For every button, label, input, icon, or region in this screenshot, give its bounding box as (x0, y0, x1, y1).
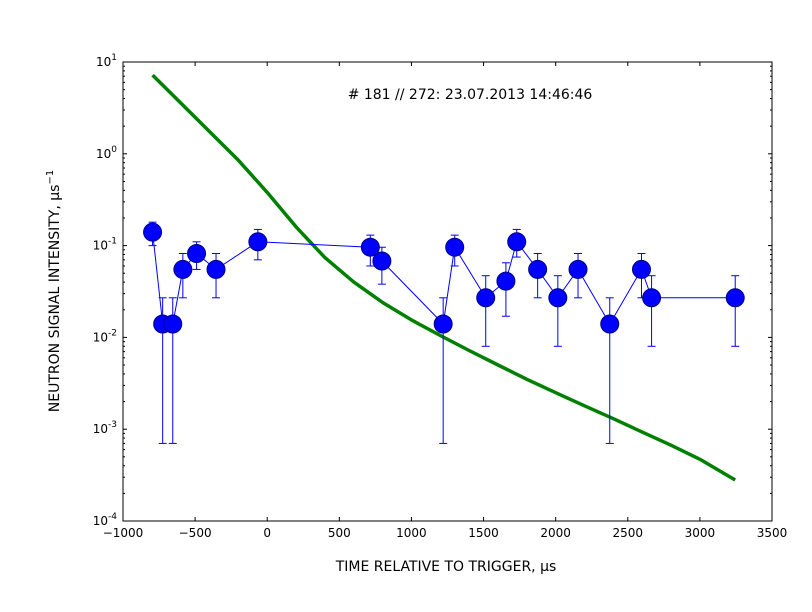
x-axis-title: TIME RELATIVE TO TRIGGER, μs (335, 559, 557, 575)
x-axis-ticks: −1000 −500 0 500 1000 1500 2000 2500 3000 3500 (103, 62, 788, 540)
x-tick-label: 1500 (468, 526, 499, 540)
data-point (568, 259, 588, 279)
data-point (163, 314, 183, 334)
data-point (548, 288, 568, 308)
y-axis-title-exponent: −1 (45, 170, 56, 185)
data-point (507, 232, 527, 252)
y-tick-exponent: -1 (108, 237, 117, 247)
y-tick-exponent: -2 (108, 328, 117, 338)
y-tick-mantissa: 10 (96, 147, 111, 161)
data-point (372, 251, 392, 271)
y-tick-label: 100 (96, 145, 117, 161)
data-point (187, 244, 207, 264)
x-tick-label: 2000 (540, 526, 571, 540)
y-tick-label: 10-3 (93, 420, 117, 436)
y-tick-mantissa: 10 (93, 514, 108, 528)
measurement-series-layer (143, 221, 745, 444)
data-point (476, 288, 496, 308)
x-tick-label: 0 (263, 526, 271, 540)
y-tick-exponent: -4 (108, 512, 117, 522)
x-tick-label: 3000 (685, 526, 716, 540)
data-point (173, 259, 193, 279)
y-tick-exponent: 0 (111, 145, 117, 155)
y-tick-mantissa: 10 (93, 422, 108, 436)
data-point (433, 314, 453, 334)
x-tick-label: −500 (179, 526, 212, 540)
y-tick-label: 10-4 (93, 512, 118, 528)
data-point (445, 237, 465, 257)
y-tick-label: 10-1 (93, 237, 117, 253)
y-tick-exponent: -3 (108, 420, 117, 430)
data-point (600, 314, 620, 334)
data-point (248, 232, 268, 252)
model-curve-line (151, 73, 737, 482)
y-tick-exponent: 1 (111, 53, 117, 63)
data-point (528, 259, 548, 279)
x-tick-label: 1000 (396, 526, 427, 540)
y-tick-mantissa: 10 (93, 330, 108, 344)
model-curve-layer (151, 73, 737, 482)
data-point (725, 288, 745, 308)
data-point (642, 288, 662, 308)
y-tick-label: 101 (96, 53, 117, 69)
data-point (631, 259, 651, 279)
x-tick-label: 3500 (757, 526, 788, 540)
chart-annotation: # 181 // 272: 23.07.2013 14:46:46 (348, 87, 593, 103)
x-tick-label: 500 (328, 526, 351, 540)
plot-frame (122, 61, 773, 522)
y-tick-mantissa: 10 (93, 239, 108, 253)
y-tick-label: 10-2 (93, 328, 117, 344)
y-axis-title: NEUTRON SIGNAL INTENSITY, μs−1 (45, 170, 63, 412)
data-point (206, 259, 226, 279)
data-point (143, 222, 163, 242)
y-axis-title-text: NEUTRON SIGNAL INTENSITY, μs (47, 185, 63, 413)
x-tick-label: −1000 (103, 526, 144, 540)
data-point (496, 271, 516, 291)
x-tick-label: 2500 (613, 526, 644, 540)
y-tick-mantissa: 10 (96, 55, 111, 69)
data-point (360, 237, 380, 257)
measurement-connector-line (152, 232, 736, 326)
